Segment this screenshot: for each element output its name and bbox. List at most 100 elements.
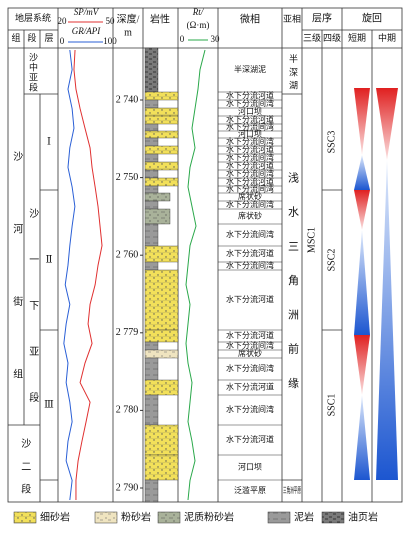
third-order: MSC1 <box>306 227 317 253</box>
scale-max: 50 <box>106 16 116 26</box>
microfacies: 水下分流间湾 <box>226 340 274 350</box>
log-label: SP/mV <box>74 7 100 17</box>
header-cell: 层序 <box>312 11 332 24</box>
legend-swatch <box>267 511 291 524</box>
legend-label: 泥岩 <box>294 510 314 523</box>
lithology-block <box>144 454 179 481</box>
lithology-block <box>144 223 159 247</box>
microfacies: 水下分流河道 <box>226 434 274 444</box>
legend-label: 油页岩 <box>348 510 378 523</box>
legend-swatch <box>94 511 118 524</box>
member: 沙一下亚段 <box>27 208 39 438</box>
header-cell: 中期 <box>378 32 396 43</box>
lithology-block <box>144 424 179 456</box>
lithology-block <box>144 261 159 271</box>
lithology-block <box>144 192 171 202</box>
log-curve <box>73 49 103 500</box>
microfacies: 水下分流河道 <box>226 248 274 258</box>
log-curve <box>63 49 76 501</box>
microfacies: 水下分流河道 <box>226 381 274 391</box>
microfacies: 水下分流河道 <box>226 176 274 186</box>
microfacies: 水下分流间湾 <box>226 183 274 193</box>
microfacies: 河口坝 <box>238 106 262 116</box>
layer: Ⅲ <box>44 399 54 410</box>
lithology-block <box>144 349 179 359</box>
lithology-block <box>144 341 159 351</box>
header-cell: 旋回 <box>362 11 382 24</box>
microfacies: 水下分流河道 <box>226 160 274 170</box>
lithology-block <box>144 185 159 194</box>
depth-label: 2 790 <box>116 482 139 493</box>
header-cell: 段 <box>27 32 36 43</box>
scale-max: 100 <box>103 36 117 46</box>
subfacies: 三角洲平原 <box>283 485 301 495</box>
header-cell: 短期 <box>348 32 366 43</box>
legend-label: 泥质粉砂岩 <box>184 510 234 523</box>
lithology-block <box>144 91 179 101</box>
lithology-block <box>144 107 179 117</box>
microfacies: 泛滥平原 <box>234 485 266 495</box>
microfacies: 水下分流间湾 <box>226 98 274 108</box>
log-label: GR/API <box>72 26 101 36</box>
fourth-order: SSC1 <box>326 394 337 417</box>
lithology-block <box>144 115 179 125</box>
log-label: Rt/ <box>192 7 205 17</box>
formation: 沙二段 <box>19 438 31 506</box>
header-cell: 岩性 <box>150 12 170 25</box>
depth-label: 2 760 <box>116 249 139 260</box>
microfacies: 水下分流间湾 <box>226 121 274 131</box>
table-grid <box>7 7 403 503</box>
lithology-block <box>144 137 159 147</box>
log-label: (Ω·m) <box>187 20 210 30</box>
lithology-block <box>144 329 179 343</box>
header-cell: 亚相 <box>283 13 301 24</box>
microfacies: 水下分流河道 <box>226 90 274 100</box>
depth-label: 2 740 <box>116 94 139 105</box>
layer: Ⅰ <box>47 136 51 147</box>
lithology-block <box>144 47 159 93</box>
lithology-block <box>144 208 171 225</box>
microfacies: 水下分流间湾 <box>226 168 274 178</box>
microfacies: 水下分流河道 <box>226 144 274 154</box>
fourth-order: SSC2 <box>326 249 337 272</box>
microfacies: 席状砂 <box>238 210 262 220</box>
lithology-block <box>144 161 179 171</box>
header-cell: 地层系统 <box>15 12 51 23</box>
microfacies: 水下分流间湾 <box>226 229 274 239</box>
member: 沙中亚段 <box>28 52 38 92</box>
subfacies: 半深湖 <box>288 53 298 94</box>
scale-max: 30 <box>211 34 221 44</box>
legend-swatch <box>13 511 37 524</box>
legend-swatch <box>321 511 345 524</box>
header-cell: 四级 <box>323 32 341 43</box>
lithology-block <box>144 379 179 396</box>
lithology-block <box>144 357 159 381</box>
subfacies: 浅水三角洲前缘 <box>286 171 299 411</box>
lithology-block <box>144 169 159 179</box>
header-cell: 组 <box>11 32 20 43</box>
lithology-block <box>144 394 159 426</box>
microfacies: 水下分流河道 <box>226 330 274 340</box>
depth-label: 2 779 <box>116 327 139 338</box>
microfacies: 水下分流河道 <box>226 294 274 304</box>
lithology-block <box>144 177 179 187</box>
microfacies: 水下分流间湾 <box>226 260 274 270</box>
lithology-block <box>144 479 159 503</box>
lithology-block <box>144 153 159 163</box>
lithology-block <box>144 269 179 331</box>
legend-swatch <box>157 511 181 524</box>
microfacies: 席状砂 <box>238 348 262 358</box>
lithology-block <box>144 123 159 132</box>
lithology-block <box>144 145 179 155</box>
scale-min: 20 <box>58 16 68 26</box>
header-cell: 深度/ <box>117 12 140 25</box>
lithology-block <box>144 99 159 109</box>
lithology-block <box>144 245 179 263</box>
fourth-order: SSC3 <box>326 131 337 154</box>
layer: Ⅱ <box>46 254 53 265</box>
depth-label: 2 780 <box>116 405 139 416</box>
header-cell: 层 <box>44 33 53 43</box>
microfacies: 水下分流河道 <box>226 114 274 124</box>
microfacies: 水下分流间湾 <box>226 136 274 146</box>
